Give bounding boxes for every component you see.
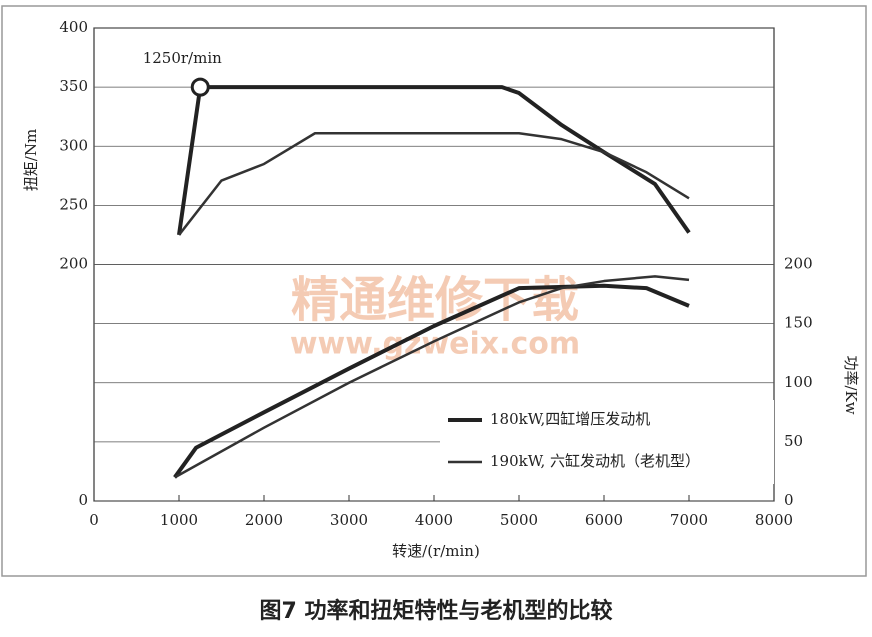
x-tick-label: 4000 <box>415 511 453 529</box>
y2-tick-label: 0 <box>784 491 794 509</box>
line <box>177 85 691 236</box>
legend <box>440 400 774 484</box>
x-axis-label: 转速/(r/min) <box>392 542 480 560</box>
y-tick-label: 300 <box>59 136 88 154</box>
y2-tick-label: 200 <box>784 255 813 273</box>
y-tick-label: 400 <box>59 18 88 36</box>
x-tick-label: 3000 <box>330 511 368 529</box>
x-tick-label: 0 <box>89 511 99 529</box>
y2-axis-label: 功率/Kw <box>842 355 860 414</box>
x-tick-label: 1000 <box>160 511 198 529</box>
legend-label: 190kW, 六缸发动机（老机型） <box>490 452 700 470</box>
y-axis-label: 扭矩/Nm <box>22 129 40 191</box>
y-tick-label: 250 <box>59 195 88 213</box>
x-tick-label: 8000 <box>755 511 793 529</box>
x-tick-label: 7000 <box>670 511 708 529</box>
y-tick-label: 350 <box>59 77 88 95</box>
y2-tick-label: 50 <box>784 432 803 450</box>
watermark: 精通维修下载 <box>291 272 579 328</box>
y2-tick-label: 100 <box>784 373 813 391</box>
caption: 图7 功率和扭矩特性与老机型的比较 <box>260 598 613 624</box>
frame <box>1 5 867 577</box>
watermark: www.gzweix.com <box>290 327 580 362</box>
y-tick-label: 0 <box>78 491 88 509</box>
line <box>173 283 690 479</box>
x-tick-label: 6000 <box>585 511 623 529</box>
x-tick-label: 2000 <box>245 511 283 529</box>
y-tick-label: 200 <box>59 255 88 273</box>
annotation-marker <box>190 77 210 97</box>
y2-tick-label: 150 <box>784 314 813 332</box>
line <box>174 275 690 479</box>
legend-label: 180kW,四缸增压发动机 <box>490 410 650 428</box>
annotation: 1250r/min <box>143 49 222 67</box>
line <box>178 131 690 236</box>
x-tick-label: 5000 <box>500 511 538 529</box>
